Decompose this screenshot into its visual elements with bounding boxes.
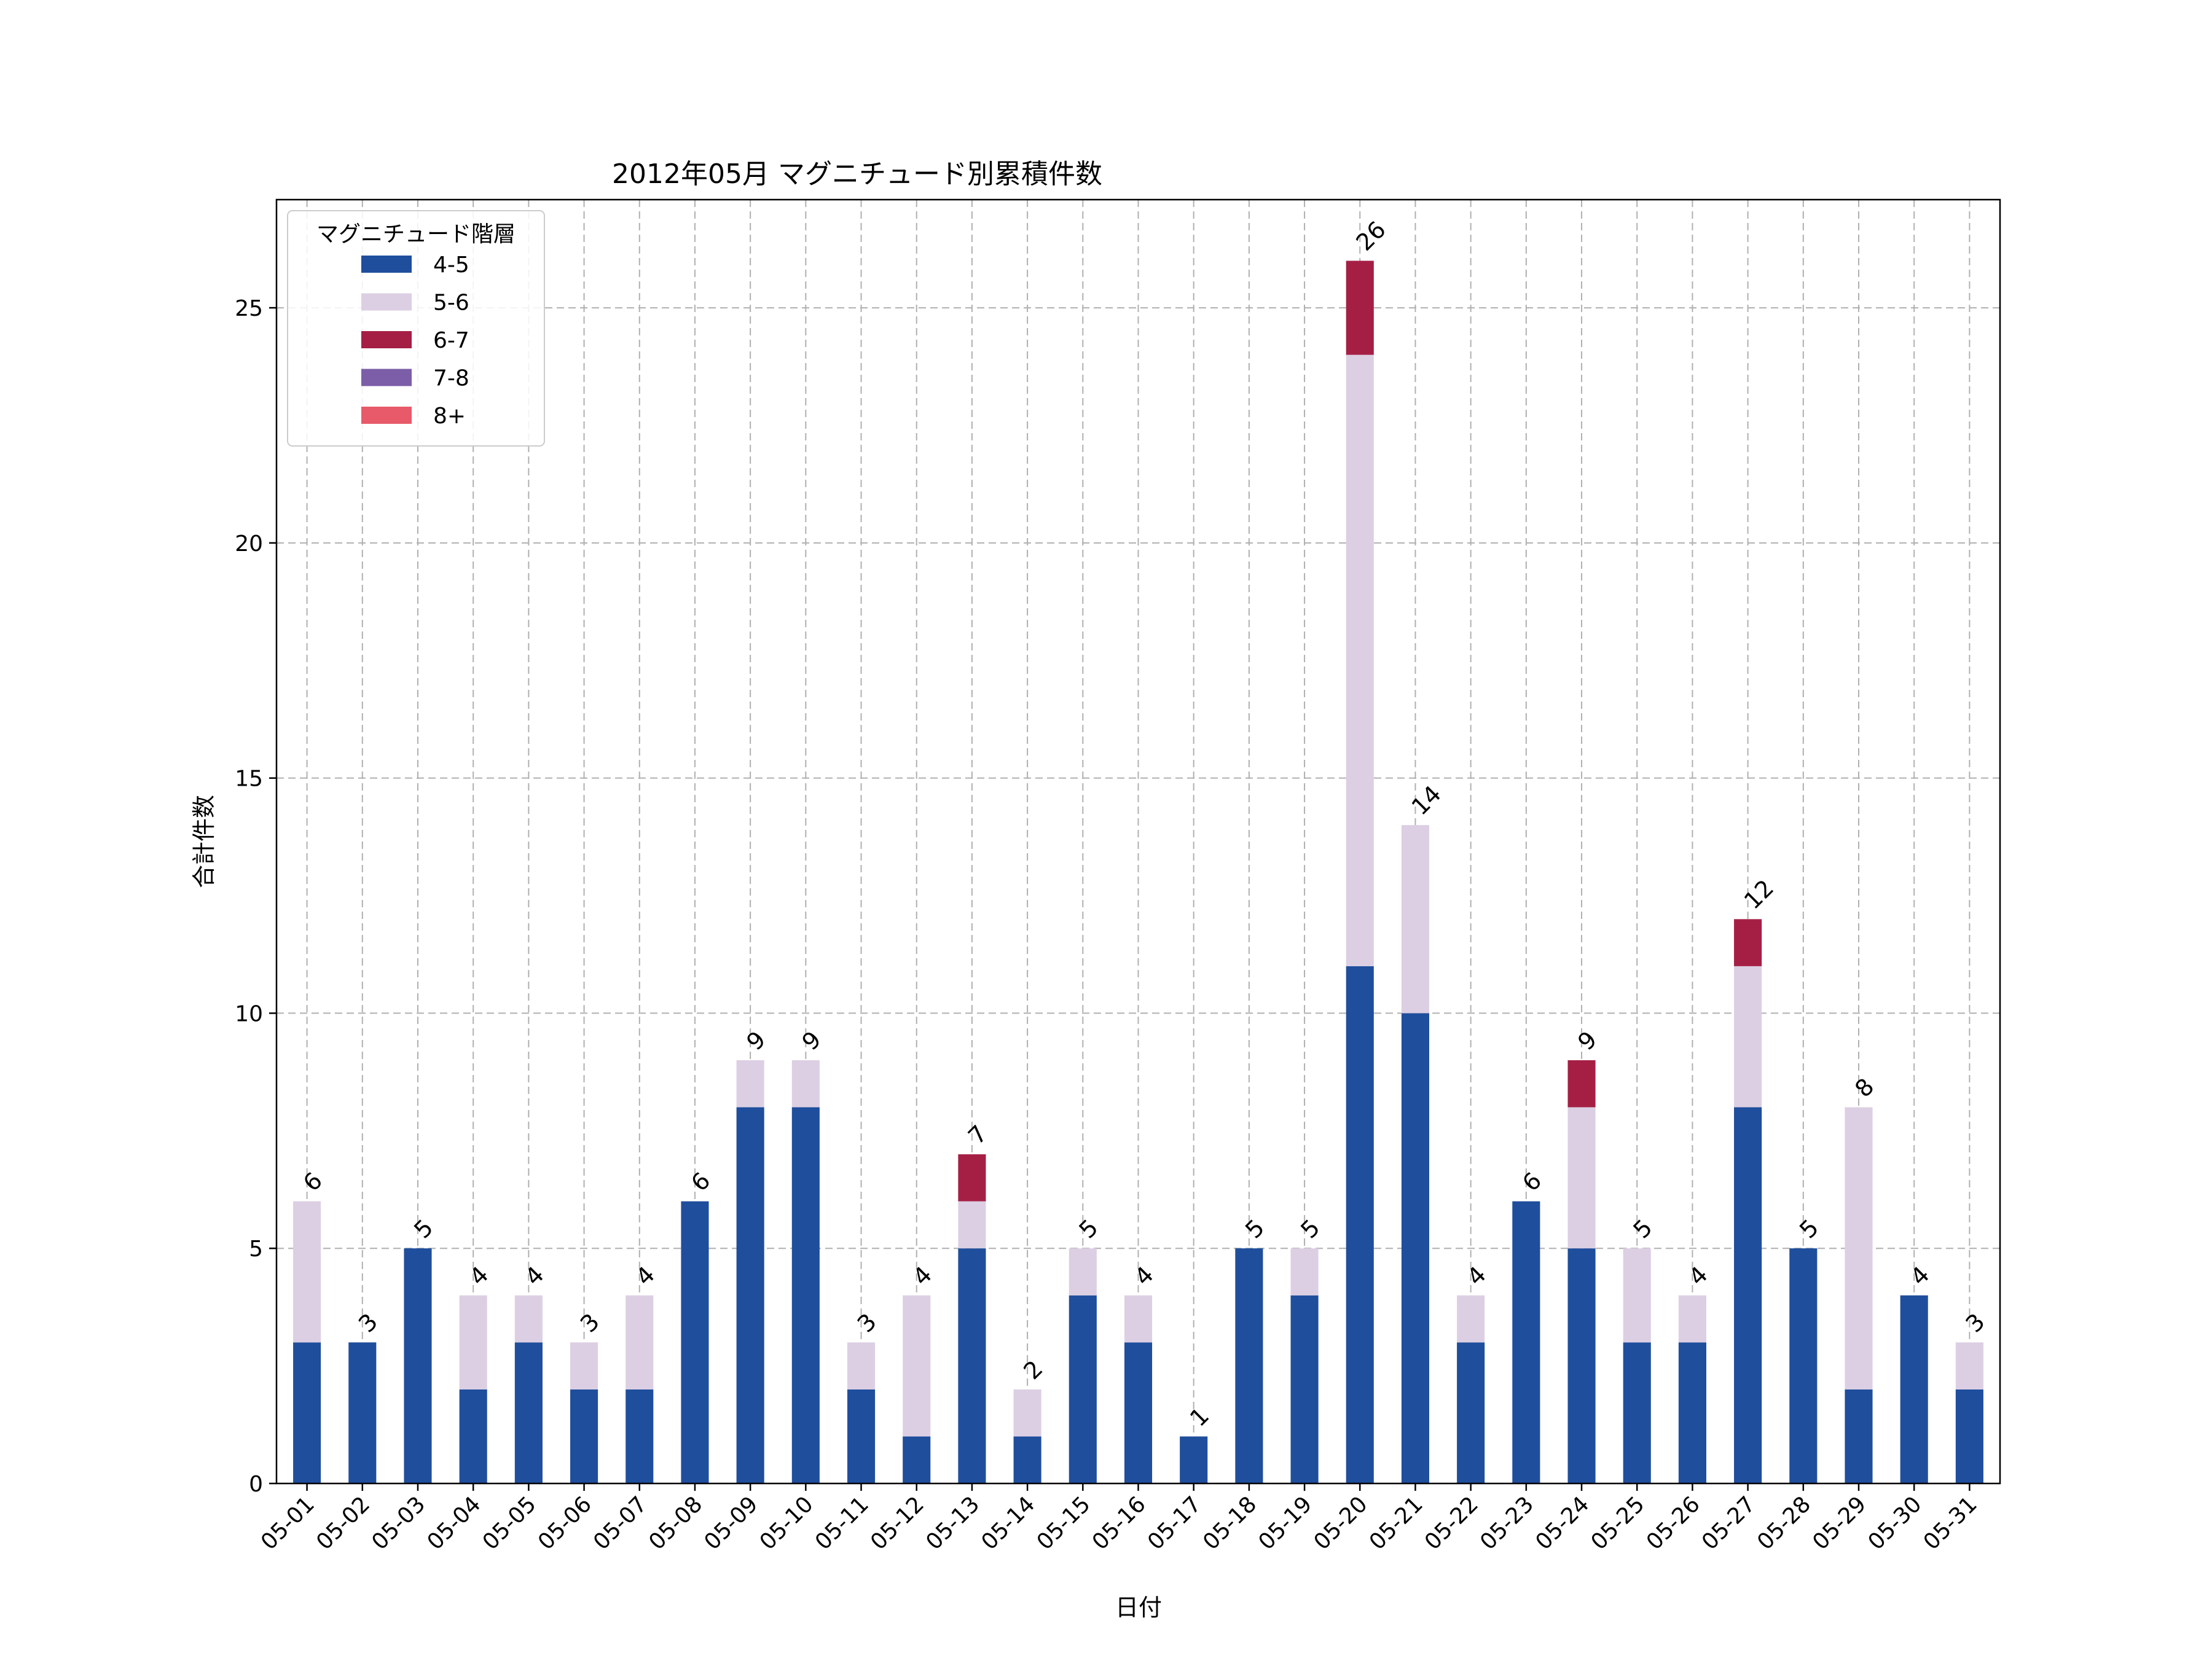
bar-segment	[570, 1342, 598, 1389]
y-tick-label: 15	[235, 767, 263, 792]
bar-segment	[514, 1342, 543, 1483]
bar-segment	[1512, 1201, 1540, 1483]
bar-segment	[1235, 1248, 1263, 1483]
bar-segment	[1567, 1107, 1596, 1249]
y-tick-label: 5	[249, 1237, 263, 1262]
bar-segment	[903, 1295, 931, 1437]
y-axis-label: 合計件数	[190, 795, 218, 888]
bar-segment	[1124, 1295, 1153, 1343]
legend-swatch	[361, 407, 412, 424]
bar-segment	[293, 1201, 321, 1343]
bar-segment	[459, 1295, 487, 1389]
bar-segment	[1678, 1342, 1706, 1483]
bar-segment	[293, 1342, 321, 1483]
bar-segment	[404, 1248, 432, 1483]
y-tick-label: 20	[235, 531, 263, 557]
bar-segment	[1734, 919, 1762, 966]
legend-label: 7-8	[433, 366, 469, 391]
bar-segment	[1290, 1295, 1319, 1483]
bar-segment	[1401, 825, 1430, 1014]
bar-segment	[958, 1154, 986, 1202]
bar-segment	[1069, 1295, 1097, 1483]
legend-items: 4-5 5-6 6-7 7-8 8+	[361, 252, 469, 429]
bar-segment	[348, 1342, 377, 1483]
bar-segment	[958, 1201, 986, 1249]
bar-segment	[459, 1389, 487, 1483]
bar-segment	[791, 1107, 820, 1483]
y-tick-label: 25	[235, 296, 263, 321]
legend-swatch	[361, 293, 412, 311]
bar-segment	[1678, 1295, 1706, 1343]
bar-segment	[1955, 1389, 1983, 1483]
bars-layer	[293, 260, 1983, 1483]
bar-segment	[736, 1060, 764, 1108]
bar-segment	[1845, 1107, 1873, 1389]
legend-box	[287, 210, 545, 447]
legend-label: 5-6	[433, 291, 469, 316]
bar-segment	[1567, 1060, 1596, 1108]
legend-label: 4-5	[433, 252, 469, 278]
bar-segment	[1734, 1107, 1762, 1483]
bar-segment	[1900, 1295, 1928, 1483]
bar-segment	[1069, 1248, 1097, 1296]
bar-segment	[1346, 354, 1374, 966]
y-tick-label: 10	[235, 1001, 263, 1026]
bar-segment	[514, 1295, 543, 1343]
bar-segment	[736, 1107, 764, 1483]
bar-segment	[626, 1295, 654, 1389]
bar-segment	[1013, 1389, 1041, 1437]
legend-label: 8+	[433, 404, 466, 429]
bar-segment	[847, 1342, 876, 1389]
bar-segment	[681, 1201, 709, 1483]
bar-segment	[847, 1389, 876, 1483]
bar-segment	[1789, 1248, 1818, 1483]
legend-swatch	[361, 369, 412, 386]
legend-swatch	[361, 256, 412, 273]
bar-segment	[1457, 1342, 1485, 1483]
bar-segment	[1734, 966, 1762, 1108]
bar-segment	[1290, 1248, 1319, 1296]
bar-segment	[903, 1436, 931, 1483]
grid-layer	[276, 200, 2000, 1484]
x-axis-label: 日付	[1115, 1594, 1162, 1621]
bar-segment	[1013, 1436, 1041, 1483]
bar-segment	[1346, 966, 1374, 1483]
bar-segment	[1401, 1013, 1430, 1483]
chart-title: 2012年05月 マグニチュード別累積件数	[612, 158, 1102, 190]
legend-title: マグニチュード階層	[316, 222, 516, 247]
legend: マグニチュード階層 4-5 5-6 6-7 7-8 8+	[287, 210, 545, 447]
legend-swatch	[361, 331, 412, 348]
y-axis: 0 5 10 15 20 25	[235, 296, 276, 1497]
bar-segment	[1623, 1248, 1651, 1343]
bar-segment	[1845, 1389, 1873, 1483]
y-tick-label: 0	[249, 1472, 263, 1497]
bar-segment	[626, 1389, 654, 1483]
bar-segment	[1124, 1342, 1153, 1483]
bar-segment	[1623, 1342, 1651, 1483]
bar-segment	[570, 1389, 598, 1483]
bar-segment	[1567, 1248, 1596, 1483]
bar-segment	[1457, 1295, 1485, 1343]
bar-segment	[1180, 1436, 1208, 1483]
bar-segment	[791, 1060, 820, 1108]
legend-label: 6-7	[433, 328, 469, 353]
bar-segment	[1346, 260, 1374, 355]
bar-segment	[1955, 1342, 1983, 1389]
bar-segment	[958, 1248, 986, 1483]
